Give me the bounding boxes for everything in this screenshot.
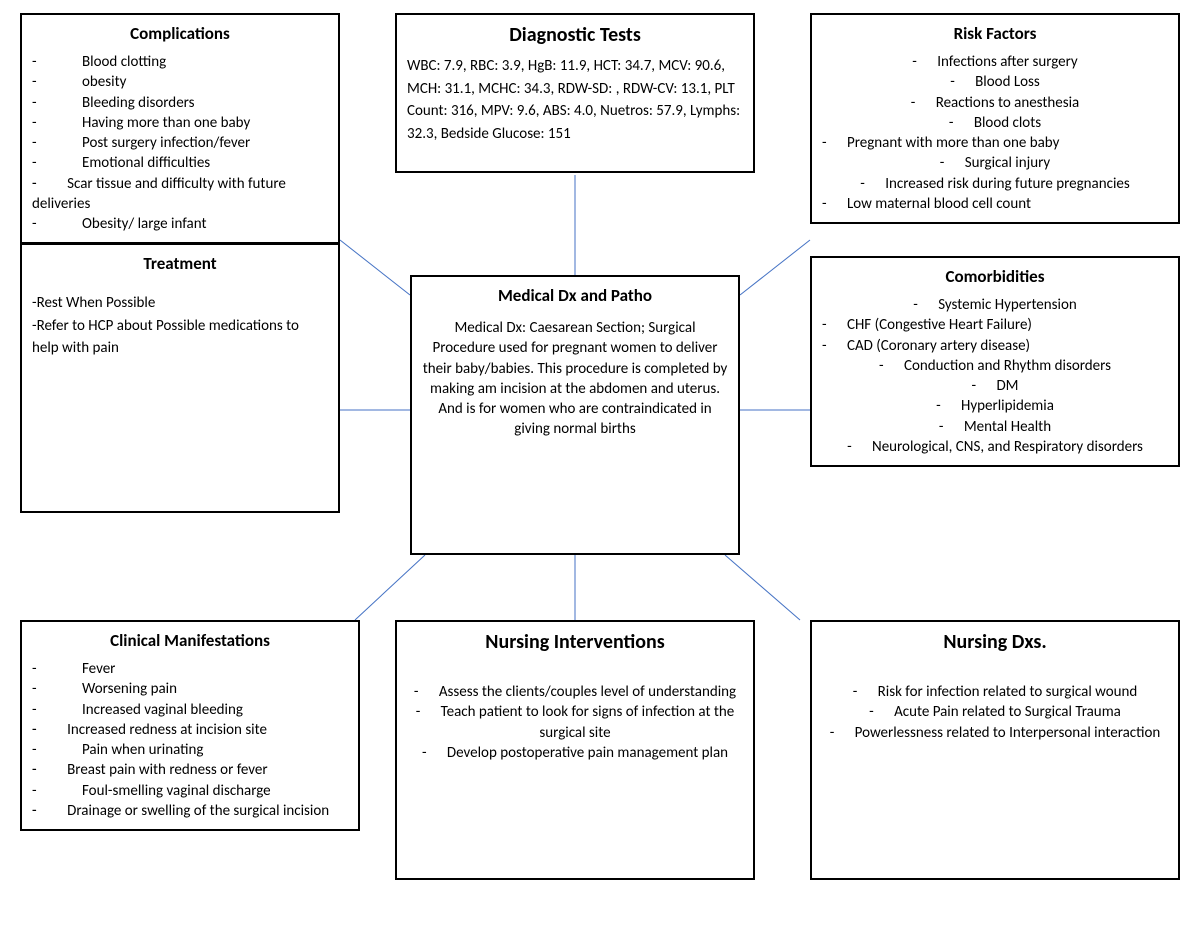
- list-item: - Increased risk during future pregnanci…: [822, 174, 1168, 194]
- list-item: - Increased redness at incision site: [32, 720, 348, 740]
- treatment-title: Treatment: [32, 253, 328, 274]
- list-item: - Conduction and Rhythm disorders: [822, 356, 1168, 376]
- medical-dx-body: Medical Dx: Caesarean Section; Surgical …: [422, 318, 728, 440]
- list-item: - Systemic Hypertension: [822, 295, 1168, 315]
- list-item: - Risk for infection related to surgical…: [822, 682, 1168, 702]
- list-item: Increased vaginal bleeding: [32, 700, 348, 720]
- list-item: - Acute Pain related to Surgical Trauma: [822, 702, 1168, 722]
- treatment-body: -Rest When Possible -Refer to HCP about …: [32, 292, 328, 360]
- diagnostic-body: WBC: 7.9, RBC: 3.9, HgB: 11.9, HCT: 34.7…: [407, 55, 743, 145]
- comorbidities-title: Comorbidities: [822, 266, 1168, 287]
- list-item: - Teach patient to look for signs of inf…: [407, 702, 743, 743]
- list-item: Foul-smelling vaginal discharge: [32, 781, 348, 801]
- medical-dx-title: Medical Dx and Patho: [422, 285, 728, 306]
- list-item: - Scar tissue and difficulty with future…: [32, 174, 328, 215]
- treatment-box: Treatment -Rest When Possible -Refer to …: [20, 243, 340, 513]
- diagnostic-title: Diagnostic Tests: [407, 23, 743, 47]
- list-item: Fever: [32, 659, 348, 679]
- list-item: Having more than one baby: [32, 113, 328, 133]
- list-item: - DM: [822, 376, 1168, 396]
- list-item: - Mental Health: [822, 417, 1168, 437]
- clinical-manifestations-box: Clinical Manifestations Fever Worsening …: [20, 620, 360, 831]
- list-item: - Powerlessness related to Interpersonal…: [822, 723, 1168, 743]
- nursing-dxs-list: - Risk for infection related to surgical…: [822, 682, 1168, 743]
- comorbidities-list: - Systemic Hypertension - CHF (Congestiv…: [822, 295, 1168, 457]
- list-item: obesity: [32, 72, 328, 92]
- diagnostic-tests-box: Diagnostic Tests WBC: 7.9, RBC: 3.9, HgB…: [395, 13, 755, 173]
- list-item: - Pregnant with more than one baby: [822, 133, 1168, 153]
- list-item: - Breast pain with redness or fever: [32, 760, 348, 780]
- nursing-dxs-title: Nursing Dxs.: [822, 630, 1168, 654]
- nursing-interventions-box: Nursing Interventions - Assess the clien…: [395, 620, 755, 880]
- list-item: - CHF (Congestive Heart Failure): [822, 315, 1168, 335]
- nursing-interventions-list: - Assess the clients/couples level of un…: [407, 682, 743, 763]
- nursing-interventions-title: Nursing Interventions: [407, 630, 743, 654]
- list-item: - Blood clots: [822, 113, 1168, 133]
- clinical-list: Fever Worsening pain Increased vaginal b…: [32, 659, 348, 821]
- list-item: - Hyperlipidemia: [822, 396, 1168, 416]
- list-item: - Low maternal blood cell count: [822, 194, 1168, 214]
- list-item: - Blood Loss: [822, 72, 1168, 92]
- list-item: Emotional difficulties: [32, 153, 328, 173]
- clinical-title: Clinical Manifestations: [32, 630, 348, 651]
- list-item: Bleeding disorders: [32, 93, 328, 113]
- medical-dx-box: Medical Dx and Patho Medical Dx: Caesare…: [410, 275, 740, 555]
- comorbidities-box: Comorbidities - Systemic Hypertension - …: [810, 256, 1180, 467]
- list-item: Worsening pain: [32, 679, 348, 699]
- list-item: - Reactions to anesthesia: [822, 93, 1168, 113]
- list-item: Obesity/ large infant: [32, 214, 328, 234]
- risk-factors-title: Risk Factors: [822, 23, 1168, 44]
- complications-list: Blood clotting obesity Bleeding disorder…: [32, 52, 328, 234]
- list-item: - Assess the clients/couples level of un…: [407, 682, 743, 702]
- nursing-dxs-box: Nursing Dxs. - Risk for infection relate…: [810, 620, 1180, 880]
- list-item: Post surgery infection/fever: [32, 133, 328, 153]
- list-item: - Infections after surgery: [822, 52, 1168, 72]
- complications-title: Complications: [32, 23, 328, 44]
- list-item: - Develop postoperative pain management …: [407, 743, 743, 763]
- list-item: Pain when urinating: [32, 740, 348, 760]
- list-item: - CAD (Coronary artery disease): [822, 336, 1168, 356]
- risk-factors-box: Risk Factors - Infections after surgery …: [810, 13, 1180, 224]
- list-item: Blood clotting: [32, 52, 328, 72]
- list-item: - Neurological, CNS, and Respiratory dis…: [822, 437, 1168, 457]
- complications-box: Complications Blood clotting obesity Ble…: [20, 13, 340, 244]
- risk-factors-list: - Infections after surgery - Blood Loss …: [822, 52, 1168, 214]
- list-item: - Surgical injury: [822, 153, 1168, 173]
- list-item: - Drainage or swelling of the surgical i…: [32, 801, 348, 821]
